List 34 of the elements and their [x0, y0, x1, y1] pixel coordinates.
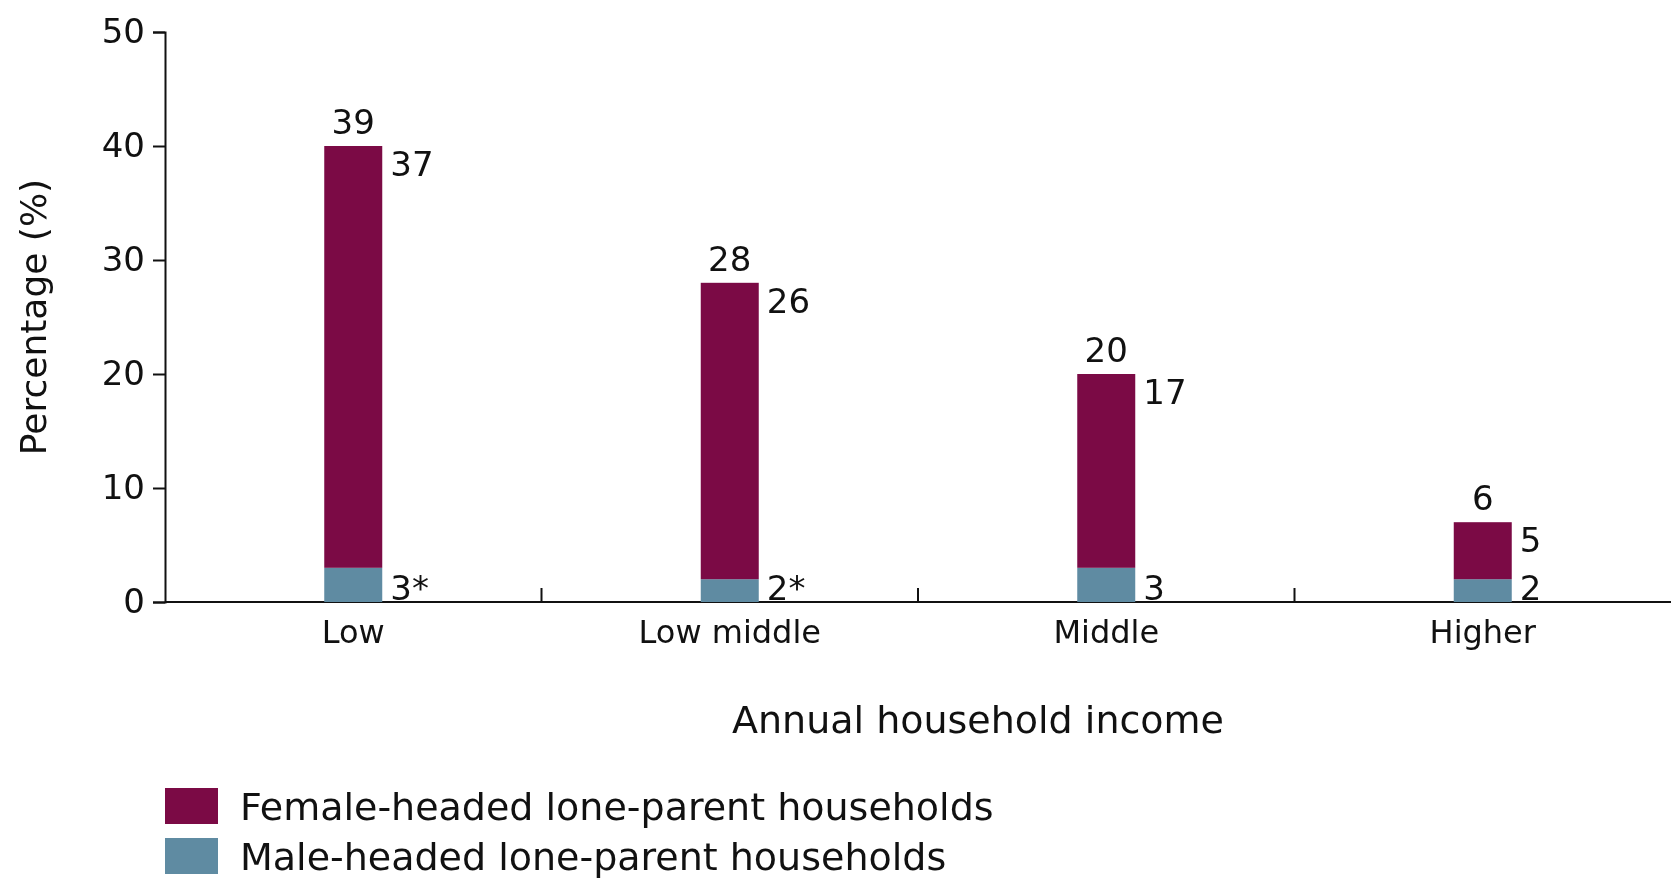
- data-label: 2: [1519, 568, 1542, 608]
- bar: [324, 146, 383, 568]
- bar: [700, 579, 759, 602]
- total-label: 6: [1471, 478, 1494, 519]
- data-label: 3: [1143, 568, 1165, 608]
- y-tick-label: 50: [101, 11, 145, 52]
- data-label: 37: [390, 144, 434, 184]
- total-label: 20: [1084, 330, 1128, 370]
- data-label: 26: [766, 280, 811, 321]
- total-label: 28: [708, 238, 752, 279]
- legend-label: Female-headed lone-parent households: [240, 785, 994, 829]
- x-tick-label: Higher: [1429, 612, 1537, 651]
- data-label: 17: [1143, 372, 1187, 412]
- x-tick-label: Middle: [1053, 612, 1160, 651]
- y-tick-label: 30: [101, 239, 145, 280]
- bar: [1077, 567, 1136, 602]
- y-tick-label: 20: [101, 353, 145, 394]
- bar: [700, 282, 759, 580]
- x-tick-label: Low middle: [638, 612, 821, 651]
- y-tick-label: 40: [101, 125, 145, 166]
- data-label: 3*: [390, 568, 429, 608]
- y-tick-label: 10: [101, 467, 145, 508]
- x-tick-label: Low: [321, 612, 385, 651]
- bar: [1453, 522, 1512, 580]
- data-label: 2*: [766, 568, 806, 608]
- bar: [1453, 579, 1512, 602]
- x-axis-title: Annual household income: [731, 698, 1225, 742]
- data-label: 5: [1519, 520, 1542, 561]
- y-tick-label: 0: [123, 581, 145, 622]
- bar: [324, 567, 383, 602]
- legend-label: Male-headed lone-parent households: [240, 835, 947, 879]
- total-label: 39: [331, 102, 375, 142]
- y-axis-title: Percentage (%): [13, 178, 54, 456]
- bar: [1077, 374, 1136, 568]
